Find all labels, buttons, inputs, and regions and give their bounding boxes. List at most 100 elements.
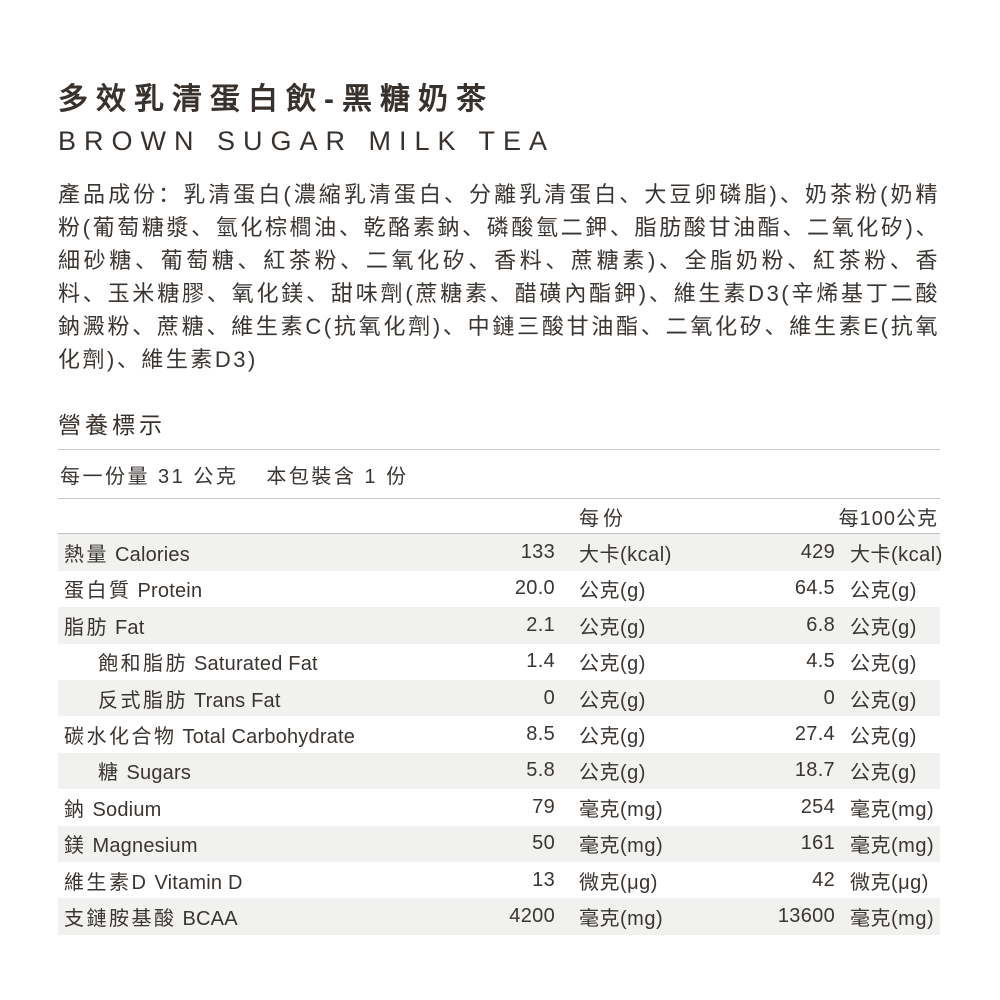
- nutrient-name-en: Sodium: [92, 798, 162, 821]
- value-per-serving: 13: [532, 868, 555, 891]
- table-row: 蛋白質 Protein 20.0 公克(g) 64.5 公克(g): [58, 571, 940, 607]
- servings-per-package: 本包裝含 1 份: [266, 466, 409, 489]
- serving-size: 每一份量 31 公克: [60, 466, 239, 489]
- nutrition-table-body: 熱量 Calories 133 大卡(kcal) 429 大卡(kcal) 蛋白質…: [58, 534, 943, 935]
- unit-per-serving: 公克(g): [579, 580, 646, 603]
- table-row: 鈉 Sodium 79 毫克(mg) 254 毫克(mg): [58, 789, 940, 825]
- unit-per-serving: 公克(g): [579, 616, 646, 639]
- unit-per-100g: 公克(g): [850, 762, 917, 785]
- value-per-100g: 27.4: [794, 723, 835, 746]
- nutrient-name-zh: 熱量: [64, 544, 109, 567]
- table-row: 鎂 Magnesium 50 毫克(mg) 161 毫克(mg): [58, 825, 940, 862]
- nutrient-name: 鎂 Magnesium: [58, 829, 483, 858]
- table-row: 飽和脂肪 Saturated Fat 1.4 公克(g) 4.5 公克(g): [58, 644, 940, 680]
- unit-per-serving: 微克(μg): [579, 871, 658, 894]
- value-per-serving: 1.4: [526, 650, 555, 673]
- unit-per-serving: 毫克(mg): [579, 798, 664, 821]
- nutrient-name: 糖 Sugars: [58, 756, 483, 785]
- nutrient-name-en: Fat: [115, 616, 145, 639]
- nutrient-name: 碳水化合物 Total Carbohydrate: [58, 720, 483, 749]
- serving-info: 每一份量 31 公克 本包裝含 1 份: [58, 450, 940, 500]
- value-per-serving: 8.5: [526, 723, 555, 746]
- value-per-100g: 13600: [777, 904, 835, 927]
- nutrient-name-zh: 維生素D: [64, 871, 149, 894]
- unit-per-100g: 大卡(kcal): [850, 544, 943, 567]
- nutrient-name-zh: 反式脂肪: [98, 689, 188, 712]
- nutrient-name-zh: 碳水化合物: [64, 726, 177, 749]
- page-title: 多效乳清蛋白飲-黑糖奶茶: [58, 83, 494, 116]
- unit-per-serving: 毫克(mg): [579, 835, 664, 858]
- nutrient-name-en: Trans Fat: [194, 689, 281, 712]
- nutrient-name: 鈉 Sodium: [58, 793, 483, 822]
- value-per-100g: 161: [800, 832, 835, 855]
- nutrient-name-zh: 飽和脂肪: [98, 653, 188, 676]
- table-row: 維生素D Vitamin D 13 微克(μg) 42 微克(μg): [58, 862, 940, 898]
- nutrient-name-en: Magnesium: [92, 835, 198, 858]
- unit-per-100g: 毫克(mg): [850, 907, 935, 930]
- unit-per-serving: 公克(g): [579, 653, 646, 676]
- value-per-serving: 0: [543, 686, 555, 709]
- value-per-100g: 429: [800, 541, 835, 564]
- unit-per-100g: 公克(g): [850, 689, 917, 712]
- value-per-100g: 18.7: [794, 759, 835, 782]
- value-per-100g: 254: [800, 795, 835, 818]
- nutrient-name-en: Protein: [137, 580, 203, 603]
- col-header-per-serving: 每份: [579, 507, 627, 530]
- table-row: 碳水化合物 Total Carbohydrate 8.5 公克(g) 27.4 公…: [58, 716, 940, 752]
- nutrient-name-en: Vitamin D: [154, 871, 243, 894]
- nutrient-name: 飽和脂肪 Saturated Fat: [58, 647, 483, 676]
- nutrient-name-en: Total Carbohydrate: [182, 726, 356, 749]
- value-per-serving: 2.1: [526, 613, 555, 636]
- unit-per-100g: 公克(g): [850, 580, 917, 603]
- nutrient-name-zh: 鎂: [64, 835, 87, 858]
- table-row: 脂肪 Fat 2.1 公克(g) 6.8 公克(g): [58, 607, 940, 644]
- unit-per-serving: 公克(g): [579, 762, 646, 785]
- nutrient-name-zh: 支鏈胺基酸: [64, 907, 177, 930]
- value-per-100g: 0: [823, 686, 835, 709]
- table-row: 熱量 Calories 133 大卡(kcal) 429 大卡(kcal): [58, 534, 943, 571]
- value-per-serving: 50: [532, 832, 555, 855]
- unit-per-100g: 毫克(mg): [850, 798, 935, 821]
- value-per-100g: 6.8: [806, 613, 835, 636]
- unit-per-100g: 公克(g): [850, 616, 917, 639]
- unit-per-100g: 公克(g): [850, 726, 917, 749]
- unit-per-100g: 微克(μg): [850, 871, 929, 894]
- value-per-100g: 42: [812, 868, 835, 891]
- value-per-serving: 20.0: [514, 577, 555, 600]
- table-row: 支鏈胺基酸 BCAA 4200 毫克(mg) 13600 毫克(mg): [58, 898, 940, 935]
- nutrient-name-en: BCAA: [182, 907, 238, 930]
- value-per-serving: 4200: [509, 904, 555, 927]
- nutrient-name: 維生素D Vitamin D: [58, 866, 483, 895]
- nutrient-name-zh: 蛋白質: [64, 580, 132, 603]
- unit-per-100g: 公克(g): [850, 653, 917, 676]
- nutrient-name: 蛋白質 Protein: [58, 574, 483, 603]
- unit-per-serving: 公克(g): [579, 689, 646, 712]
- nutrient-name-zh: 脂肪: [64, 616, 109, 639]
- value-per-100g: 64.5: [794, 577, 835, 600]
- value-per-serving: 79: [532, 795, 555, 818]
- ingredients-text: 產品成份：乳清蛋白(濃縮乳清蛋白、分離乳清蛋白、大豆卵磷脂)、奶茶粉(奶精粉(葡…: [58, 182, 940, 373]
- table-row: 反式脂肪 Trans Fat 0 公克(g) 0 公克(g): [58, 679, 940, 717]
- nutrient-name-zh: 鈉: [64, 798, 87, 821]
- nutrient-name: 熱量 Calories: [58, 538, 483, 567]
- value-per-serving: 5.8: [526, 759, 555, 782]
- unit-per-serving: 大卡(kcal): [579, 544, 672, 567]
- table-row: 糖 Sugars 5.8 公克(g) 18.7 公克(g): [58, 752, 940, 790]
- nutrient-name-en: Calories: [115, 544, 190, 567]
- value-per-100g: 4.5: [806, 650, 835, 673]
- page-subtitle: BROWN SUGAR MILK TEA: [58, 126, 556, 156]
- unit-per-100g: 毫克(mg): [850, 835, 935, 858]
- nutrient-name: 反式脂肪 Trans Fat: [58, 684, 483, 713]
- nutrient-name: 脂肪 Fat: [58, 611, 483, 640]
- nutrient-name: 支鏈胺基酸 BCAA: [58, 902, 483, 931]
- value-per-serving: 133: [520, 541, 555, 564]
- nutrient-name-zh: 糖: [98, 762, 121, 785]
- nutrient-name-en: Saturated Fat: [194, 653, 318, 676]
- unit-per-serving: 毫克(mg): [579, 907, 664, 930]
- col-header-per-100g: 每100公克: [838, 507, 938, 530]
- nutrition-section-title: 營養標示: [58, 406, 940, 451]
- nutrition-table-header: 每份 每100公克: [58, 499, 940, 535]
- nutrient-name-en: Sugars: [126, 762, 192, 785]
- unit-per-serving: 公克(g): [579, 726, 646, 749]
